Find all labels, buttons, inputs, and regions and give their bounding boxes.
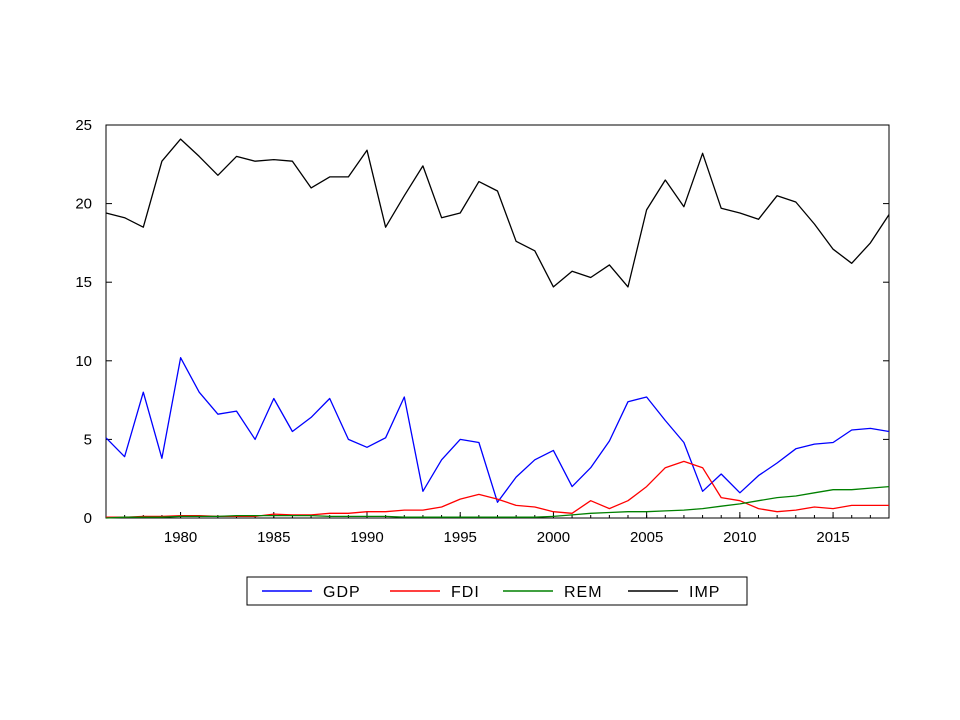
y-tick-label: 5 — [84, 431, 92, 448]
x-tick-label: 1985 — [257, 529, 290, 546]
legend-label-imp: IMP — [689, 584, 720, 601]
series-line-gdp — [105, 357, 890, 503]
y-tick-label: 0 — [84, 510, 92, 527]
series-line-fdi — [106, 460, 889, 518]
y-tick-label: 10 — [75, 353, 92, 370]
x-tick-label: 2010 — [723, 529, 756, 546]
series-line-rem — [105, 485, 890, 519]
x-tick-label: 1980 — [164, 529, 197, 546]
axes: 0 5 10 15 20 25 1980 1985 1990 1995 2000 2005 2010 20… — [75, 117, 890, 546]
x-tick-label: 1990 — [350, 529, 383, 546]
legend-label-rem: REM — [564, 584, 603, 601]
y-tick-label: 20 — [75, 196, 92, 213]
y-tick-label: 25 — [75, 117, 92, 134]
legend-label-fdi: FDI — [451, 584, 480, 601]
series-group — [105, 138, 890, 519]
x-tick-label: 1995 — [444, 529, 477, 546]
legend-label-gdp: GDP — [323, 584, 361, 601]
x-tick-label: 2015 — [816, 529, 849, 546]
series-line-imp — [105, 138, 890, 288]
x-tick-label: 2000 — [537, 529, 570, 546]
legend: GDP FDI REM IMP — [246, 576, 748, 606]
y-tick-label: 15 — [75, 274, 92, 291]
x-tick-label: 2005 — [630, 529, 663, 546]
plot-frame — [105, 124, 890, 519]
